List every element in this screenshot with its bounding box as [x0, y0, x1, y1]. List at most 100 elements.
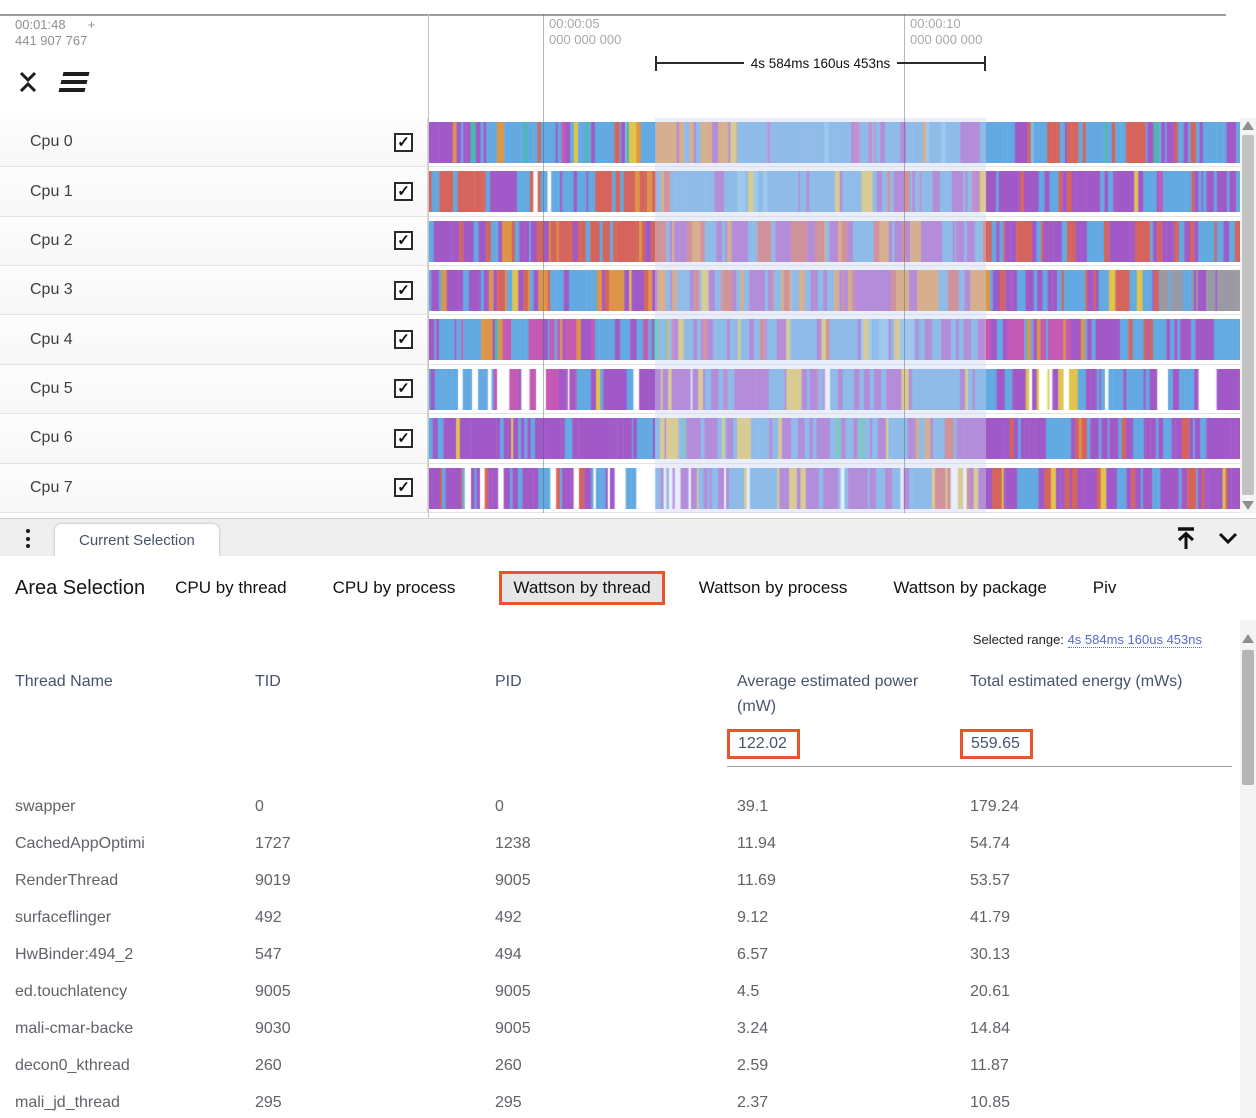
track-shell[interactable]: Cpu 0 ✓ [0, 118, 428, 167]
tab-wattson-by-thread[interactable]: Wattson by thread [499, 571, 665, 605]
track-checkbox[interactable]: ✓ [394, 280, 413, 300]
table-cell: 4.5 [737, 983, 760, 1000]
tab-piv[interactable]: Piv [1092, 578, 1117, 597]
cpu-sched-track-canvas[interactable] [429, 270, 1240, 312]
table-cell: 260 [255, 1057, 282, 1074]
track-title: Cpu 5 [30, 379, 73, 397]
track-checkbox[interactable]: ✓ [394, 182, 413, 202]
table-cell: 10.85 [970, 1094, 1011, 1111]
table-cell: 9.12 [737, 909, 769, 926]
table-cell: 9005 [495, 872, 531, 889]
timeline-top-rule [0, 14, 1226, 16]
table-cell: 14.84 [970, 1020, 1011, 1037]
table-cell: 492 [255, 909, 282, 926]
track-shell[interactable]: Cpu 5 ✓ [0, 364, 428, 414]
selection-duration-marker: 4s 584ms 160us 453ns [655, 55, 987, 71]
cpu-track-row: Cpu 2 ✓ [0, 216, 1240, 267]
selected-range-link[interactable]: 4s 584ms 160us 453ns [1067, 632, 1202, 648]
table-cell: 11.87 [970, 1057, 1009, 1074]
track-checkbox[interactable]: ✓ [394, 478, 413, 498]
tab-current-selection[interactable]: Current Selection [55, 524, 219, 557]
track-checkbox[interactable]: ✓ [394, 231, 413, 251]
cursor-nanoseconds: 441 907 767 [15, 33, 88, 48]
track-shell[interactable]: Cpu 2 ✓ [0, 216, 428, 266]
table-cell: 494 [495, 946, 522, 963]
track-title: Cpu 0 [30, 133, 73, 151]
track-checkbox[interactable]: ✓ [394, 379, 413, 399]
tab-wattson-by-process[interactable]: Wattson by process [698, 578, 848, 597]
cpu-sched-track-canvas[interactable] [429, 220, 1240, 262]
track-shell[interactable]: Cpu 1 ✓ [0, 167, 428, 216]
table-cell: 9019 [255, 872, 291, 889]
table-cell: 9005 [495, 983, 531, 1000]
track-filter-menu-icon[interactable] [58, 68, 90, 96]
summary-underline [727, 766, 1232, 767]
table-cell: 1238 [495, 835, 531, 852]
track-checkbox[interactable]: ✓ [394, 330, 413, 350]
track-checkbox[interactable]: ✓ [394, 132, 413, 152]
cursor-plus: + [87, 17, 96, 32]
collapse-panel-icon[interactable] [1214, 524, 1242, 552]
table-cell: 179.24 [970, 798, 1019, 815]
table-cell: 30.13 [970, 946, 1011, 963]
cpu-track-row: Cpu 0 ✓ [0, 118, 1240, 168]
track-shell[interactable]: Cpu 3 ✓ [0, 266, 428, 315]
track-shell[interactable]: Cpu 6 ✓ [0, 414, 428, 463]
thread-name-cell: CachedAppOptimi [15, 835, 145, 852]
track-checkbox[interactable]: ✓ [394, 428, 413, 448]
details-panel-bar: Current Selection [0, 518, 1256, 557]
cpu-track-row: Cpu 1 ✓ [0, 167, 1240, 217]
track-title: Cpu 1 [30, 182, 73, 200]
table-cell: 2.37 [737, 1094, 769, 1111]
table-scroll-up-icon[interactable] [1242, 634, 1254, 643]
column-header: Total estimated energy (mWs) [970, 673, 1183, 690]
timeline-cursor-label: 00:01:48 + 441 907 767 [15, 17, 95, 49]
cpu-sched-track-canvas[interactable] [429, 418, 1240, 460]
column-header: TID [255, 673, 281, 690]
selected-range-label: Selected range: [972, 632, 1064, 647]
scroll-up-icon[interactable] [1242, 121, 1254, 130]
cursor-time: 00:01:48 [15, 17, 66, 32]
track-shell[interactable]: Cpu 7 ✓ [0, 463, 428, 512]
track-shell[interactable]: Cpu 4 ✓ [0, 315, 428, 364]
track-title: Cpu 4 [30, 330, 73, 348]
thread-name-cell: RenderThread [15, 872, 119, 889]
cpu-sched-track-canvas[interactable] [429, 122, 1240, 163]
table-cell: 41.79 [970, 909, 1011, 926]
scroll-down-icon[interactable] [1242, 501, 1254, 510]
tracks-scrollbar[interactable] [1240, 118, 1256, 513]
tab-wattson-by-package[interactable]: Wattson by package [893, 578, 1047, 597]
track-title: Cpu 3 [30, 281, 73, 299]
table-cell: 2.59 [737, 1057, 769, 1074]
track-title: Cpu 7 [30, 478, 73, 496]
cpu-sched-track-canvas[interactable] [429, 467, 1240, 509]
table-cell: 1727 [255, 835, 291, 852]
expand-panel-icon[interactable] [1172, 524, 1200, 552]
summary-avg-power-value: 122.02 [738, 735, 787, 752]
table-cell: 295 [495, 1094, 522, 1111]
panel-menu-icon[interactable] [20, 527, 36, 550]
tab-cpu-by-process[interactable]: CPU by process [332, 578, 456, 597]
table-cell: 3.24 [737, 1020, 769, 1037]
table-scrollbar[interactable] [1240, 620, 1256, 1118]
track-list: Cpu 0 ✓ Cpu 1 ✓ Cpu 2 ✓ Cpu 3 ✓ Cpu 4 ✓ Cpu 5 ✓ Cpu … [0, 118, 1240, 513]
cpu-sched-track-canvas[interactable] [429, 368, 1240, 410]
cpu-sched-track-canvas[interactable] [429, 171, 1240, 213]
cpu-track-row: Cpu 6 ✓ [0, 414, 1240, 464]
collapse-tracks-icon[interactable] [14, 68, 42, 96]
table-scrollbar-thumb[interactable] [1242, 650, 1254, 785]
tracks-scrollbar-thumb[interactable] [1242, 135, 1254, 495]
table-cell: 20.61 [970, 983, 1011, 1000]
track-title: Cpu 6 [30, 429, 73, 447]
tab-cpu-by-thread[interactable]: CPU by thread [175, 578, 287, 597]
tab-current-selection-label: Current Selection [79, 532, 195, 549]
cpu-sched-track-canvas[interactable] [429, 319, 1240, 361]
timeline-gridline [904, 14, 905, 513]
column-header: Thread Name [15, 673, 113, 690]
thread-name-cell: decon0_kthread [15, 1057, 130, 1074]
table-cell: 39.1 [737, 798, 769, 815]
selection-duration-label: 4s 584ms 160us 453ns [750, 55, 891, 71]
table-cell: 0 [495, 798, 504, 815]
table-cell: 9030 [255, 1020, 291, 1037]
track-shell-divider [428, 14, 429, 518]
